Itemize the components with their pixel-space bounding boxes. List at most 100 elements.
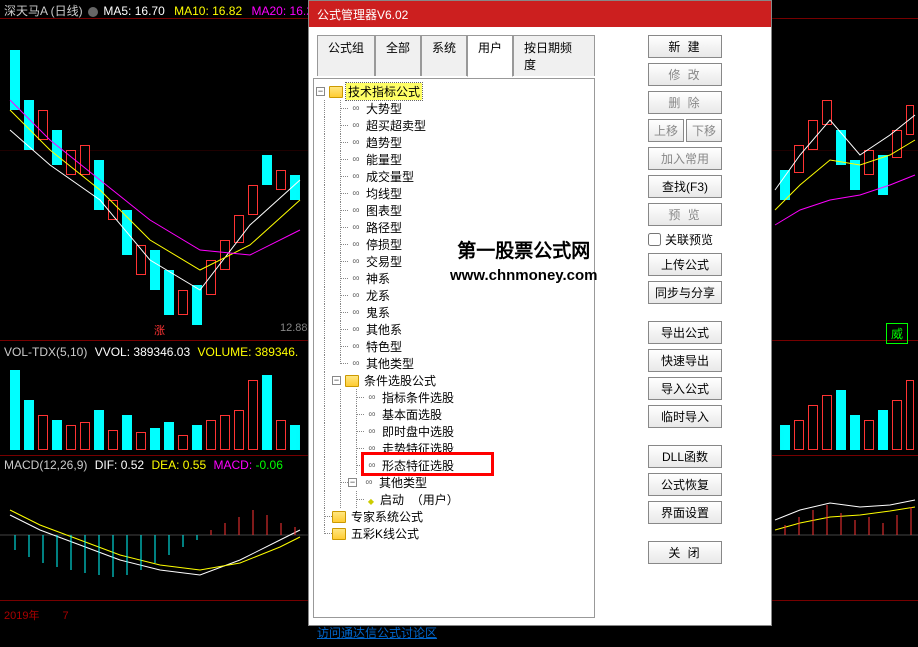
leaf-icon: [348, 222, 364, 233]
volume-value: 389346.: [255, 345, 298, 359]
leaf-icon: [348, 239, 364, 250]
leaf-icon: [348, 188, 364, 199]
macd-value: -0.06: [256, 458, 283, 472]
tree-toggle[interactable]: −: [332, 376, 341, 385]
temp-import-button[interactable]: 临时导入: [648, 405, 722, 428]
tree-wucai[interactable]: 五彩K线公式: [349, 525, 421, 542]
dea-label: DEA:: [151, 458, 179, 472]
add-common-button[interactable]: 加入常用: [648, 147, 722, 170]
tree-item[interactable]: 基本面选股: [380, 406, 444, 423]
find-button[interactable]: 查找(F3): [648, 175, 722, 198]
tree-item[interactable]: 形态特征选股: [380, 457, 456, 474]
tree-item[interactable]: 均线型: [364, 185, 404, 202]
tree-item[interactable]: 鬼系: [364, 304, 392, 321]
chart-header: 深天马A (日线) MA5: 16.70 MA10: 16.82 MA20: 1…: [4, 2, 320, 19]
volume-label: VOLUME:: [197, 345, 251, 359]
tree-item[interactable]: 趋势型: [364, 134, 404, 151]
up-button[interactable]: 上移: [648, 119, 684, 142]
leaf-icon: [364, 426, 380, 437]
tree-item[interactable]: 其他类型: [377, 474, 429, 491]
tree-cond[interactable]: 条件选股公式: [362, 372, 438, 389]
link-preview-checkbox[interactable]: 关联预览: [648, 231, 722, 248]
leaf-icon: [348, 290, 364, 301]
dll-func-button[interactable]: DLL函数: [648, 445, 722, 468]
leaf-icon: [364, 392, 380, 403]
tree-toggle[interactable]: −: [316, 87, 325, 96]
quick-export-button[interactable]: 快速导出: [648, 349, 722, 372]
leaf-icon: [364, 460, 380, 471]
leaf-icon: [348, 137, 364, 148]
tree-launch[interactable]: 启动 （用户）: [378, 491, 461, 508]
tree-container[interactable]: − 技术指标公式 大势型超买超卖型趋势型能量型成交量型均线型图表型路径型停损型交易…: [313, 78, 595, 618]
ma10-value: 16.82: [212, 4, 242, 18]
leaf-icon: [348, 273, 364, 284]
ma5-label: MA5:: [103, 4, 131, 18]
restore-button[interactable]: 公式恢复: [648, 473, 722, 496]
tab-by-date[interactable]: 按日期频度: [513, 35, 595, 76]
sync-share-button[interactable]: 同步与分享: [648, 281, 722, 304]
tree-item[interactable]: 成交量型: [364, 168, 416, 185]
leaf-icon: [348, 120, 364, 131]
dif-label: DIF:: [95, 458, 118, 472]
dea-value: 0.55: [183, 458, 206, 472]
tab-all[interactable]: 全部: [375, 35, 421, 76]
tree-item[interactable]: 停损型: [364, 236, 404, 253]
leaf-icon: [348, 154, 364, 165]
vvol-value: 389346.03: [133, 345, 190, 359]
close-button[interactable]: 关 闭: [648, 541, 722, 564]
indicator-circle: [88, 7, 98, 17]
tree-item[interactable]: 即时盘中选股: [380, 423, 456, 440]
footer-link[interactable]: 访问通达信公式讨论区: [313, 618, 595, 647]
tree-item[interactable]: 指标条件选股: [380, 389, 456, 406]
tree-item[interactable]: 其他系: [364, 321, 404, 338]
tree-item[interactable]: 神系: [364, 270, 392, 287]
x-axis: 2019年 7: [4, 607, 69, 623]
import-button[interactable]: 导入公式: [648, 377, 722, 400]
tree-item[interactable]: 其他类型: [364, 355, 416, 372]
xaxis-month: 7: [63, 610, 69, 622]
tabs: 公式组 全部 系统 用户 按日期频度: [313, 35, 595, 76]
tree-expert[interactable]: 专家系统公式: [349, 508, 425, 525]
tab-system[interactable]: 系统: [421, 35, 467, 76]
dialog-titlebar[interactable]: 公式管理器V6.02: [309, 1, 771, 27]
vol-header: VOL-TDX(5,10) VVOL: 389346.03 VOLUME: 38…: [4, 345, 298, 359]
leaf-icon: [348, 358, 364, 369]
tab-group[interactable]: 公式组: [317, 35, 375, 76]
tree-toggle[interactable]: −: [348, 478, 357, 487]
leaf-icon: [348, 171, 364, 182]
price-label: 12.88: [280, 322, 308, 334]
tree-item[interactable]: 龙系: [364, 287, 392, 304]
modify-button[interactable]: 修 改: [648, 63, 722, 86]
export-button[interactable]: 导出公式: [648, 321, 722, 344]
ma10-label: MA10:: [174, 4, 209, 18]
new-button[interactable]: 新 建: [648, 35, 722, 58]
delete-button[interactable]: 删 除: [648, 91, 722, 114]
bulb-icon: [364, 493, 378, 507]
ui-settings-button[interactable]: 界面设置: [648, 501, 722, 524]
tree-item[interactable]: 路径型: [364, 219, 404, 236]
leaf-icon: [348, 307, 364, 318]
down-button[interactable]: 下移: [686, 119, 722, 142]
tree-item[interactable]: 特色型: [364, 338, 404, 355]
green-badge: 威: [886, 323, 908, 344]
formula-manager-dialog: 公式管理器V6.02 公式组 全部 系统 用户 按日期频度 − 技术指标公式 大势…: [308, 0, 772, 626]
ma20-label: MA20:: [252, 4, 287, 18]
tree-item[interactable]: 大势型: [364, 100, 404, 117]
leaf-icon: [364, 409, 380, 420]
tree-item[interactable]: 走势特征选股: [380, 440, 456, 457]
left-panel: 公式组 全部 系统 用户 按日期频度 − 技术指标公式 大势型超买超卖型趋势型能量…: [309, 27, 599, 625]
leaf-icon: [348, 324, 364, 335]
ma5-value: 16.70: [135, 4, 165, 18]
tab-user[interactable]: 用户: [467, 35, 513, 77]
tree-item[interactable]: 交易型: [364, 253, 404, 270]
vvol-label: VVOL:: [95, 345, 130, 359]
leaf-icon: [348, 205, 364, 216]
tree-item[interactable]: 图表型: [364, 202, 404, 219]
upload-button[interactable]: 上传公式: [648, 253, 722, 276]
leaf-icon: [348, 256, 364, 267]
tree-item[interactable]: 能量型: [364, 151, 404, 168]
folder-icon: [329, 86, 343, 98]
tree-item[interactable]: 超买超卖型: [364, 117, 428, 134]
tree-root-tech[interactable]: 技术指标公式: [346, 83, 422, 100]
preview-button[interactable]: 预 览: [648, 203, 722, 226]
